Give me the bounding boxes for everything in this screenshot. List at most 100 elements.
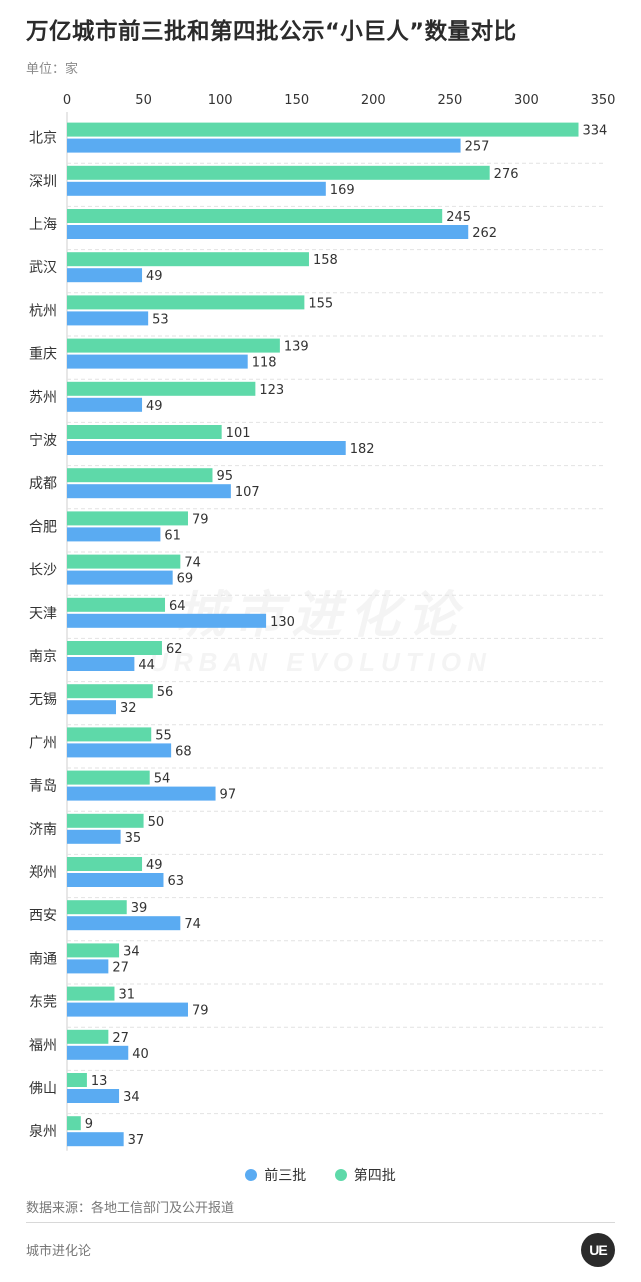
data-label: 31 xyxy=(118,988,135,1003)
bar-first-three xyxy=(67,527,161,542)
category-label: 福州 xyxy=(29,1038,57,1054)
brand-name: 城市进化论 xyxy=(26,1244,92,1259)
category-label: 深圳 xyxy=(29,174,57,190)
data-label: 49 xyxy=(146,269,163,284)
bar-fourth xyxy=(67,122,579,137)
category-label: 成都 xyxy=(29,476,57,492)
data-label: 63 xyxy=(167,874,184,889)
data-label: 74 xyxy=(184,556,201,571)
category-label: 南京 xyxy=(29,649,57,665)
legend-item-fourth[interactable]: 第四批 xyxy=(334,1165,396,1185)
bar-fourth xyxy=(67,597,166,612)
x-tick-label: 250 xyxy=(437,93,462,108)
bar-fourth xyxy=(67,554,181,569)
x-tick-label: 100 xyxy=(208,93,233,108)
category-label: 苏州 xyxy=(29,390,57,406)
data-label: 158 xyxy=(313,253,338,268)
category-label: 郑州 xyxy=(29,865,57,881)
data-label: 44 xyxy=(138,658,155,673)
data-label: 9 xyxy=(85,1117,93,1132)
data-label: 32 xyxy=(120,701,137,716)
category-label: 无锡 xyxy=(29,692,57,708)
bar-fourth xyxy=(67,338,280,353)
category-label: 西安 xyxy=(29,908,57,924)
data-label: 123 xyxy=(259,383,284,398)
bar-fourth xyxy=(67,1116,81,1131)
bar-fourth xyxy=(67,641,162,655)
bar-first-three xyxy=(67,873,164,887)
legend-item-first-three[interactable]: 前三批 xyxy=(245,1165,306,1185)
data-label: 27 xyxy=(112,960,129,975)
bar-first-three xyxy=(67,397,143,412)
footer-divider xyxy=(26,1222,615,1223)
bar-fourth xyxy=(67,425,222,439)
category-label: 青岛 xyxy=(29,779,57,795)
chart-title: 万亿城市前三批和第四批公示“小巨人”数量对比 xyxy=(26,19,517,45)
category-label: 重庆 xyxy=(29,347,57,363)
data-label: 276 xyxy=(494,167,519,182)
data-label: 79 xyxy=(192,512,209,527)
data-label: 139 xyxy=(284,340,309,355)
data-label: 35 xyxy=(125,831,142,846)
x-tick-label: 300 xyxy=(514,93,539,108)
bar-fourth xyxy=(67,813,144,828)
bar-first-three xyxy=(67,743,172,758)
category-label: 济南 xyxy=(29,822,57,838)
category-label: 南通 xyxy=(29,951,57,967)
bar-first-three xyxy=(67,829,121,844)
data-label: 79 xyxy=(192,1004,209,1019)
category-label: 长沙 xyxy=(29,563,57,579)
data-label: 61 xyxy=(164,528,181,543)
data-label: 262 xyxy=(472,226,497,241)
bar-first-three xyxy=(67,1045,129,1060)
bar-fourth xyxy=(67,943,120,958)
bar-first-three xyxy=(67,1132,124,1147)
data-label: 56 xyxy=(157,685,174,700)
data-label: 54 xyxy=(154,772,171,787)
category-label: 泉州 xyxy=(29,1123,57,1140)
category-label: 广州 xyxy=(29,735,57,751)
data-label: 169 xyxy=(330,183,355,198)
bar-fourth xyxy=(67,295,305,310)
data-source-note: 数据来源：各地工信部门及公开报道 xyxy=(26,1201,235,1216)
category-label: 天津 xyxy=(29,606,57,622)
category-label: 合肥 xyxy=(29,519,57,535)
data-label: 53 xyxy=(152,312,169,327)
x-tick-label: 150 xyxy=(284,93,309,108)
data-label: 34 xyxy=(123,944,140,959)
unit-label: 单位：家 xyxy=(26,62,79,77)
data-label: 155 xyxy=(308,296,333,311)
bar-first-three xyxy=(67,268,143,283)
bar-first-three xyxy=(67,657,135,671)
data-label: 55 xyxy=(155,728,172,743)
bar-first-three xyxy=(67,225,469,239)
bar-first-three xyxy=(67,181,326,196)
data-label: 49 xyxy=(146,858,163,873)
bar-fourth xyxy=(67,209,443,223)
legend-swatch-first-three xyxy=(245,1169,258,1181)
bar-fourth xyxy=(67,252,309,267)
x-tick-label: 50 xyxy=(135,93,152,108)
category-label: 杭州 xyxy=(29,303,57,319)
bar-fourth xyxy=(67,1029,109,1044)
category-label: 东莞 xyxy=(29,995,57,1011)
data-label: 68 xyxy=(175,744,192,759)
bar-fourth xyxy=(67,986,115,1001)
bar-first-three xyxy=(67,484,231,499)
data-label: 27 xyxy=(112,1031,129,1046)
x-tick-label: 350 xyxy=(591,93,616,108)
data-label: 118 xyxy=(252,356,277,371)
bar-first-three xyxy=(67,311,149,326)
data-label: 39 xyxy=(131,901,148,916)
category-label: 佛山 xyxy=(29,1081,57,1097)
data-label: 13 xyxy=(91,1074,108,1089)
category-label: 武汉 xyxy=(29,260,57,276)
category-label: 上海 xyxy=(29,217,57,233)
bar-fourth xyxy=(67,1073,87,1087)
data-label: 97 xyxy=(220,788,237,803)
bar-first-three xyxy=(67,786,216,801)
bar-fourth xyxy=(67,165,490,180)
bar-fourth xyxy=(67,684,153,699)
data-label: 62 xyxy=(166,642,183,657)
